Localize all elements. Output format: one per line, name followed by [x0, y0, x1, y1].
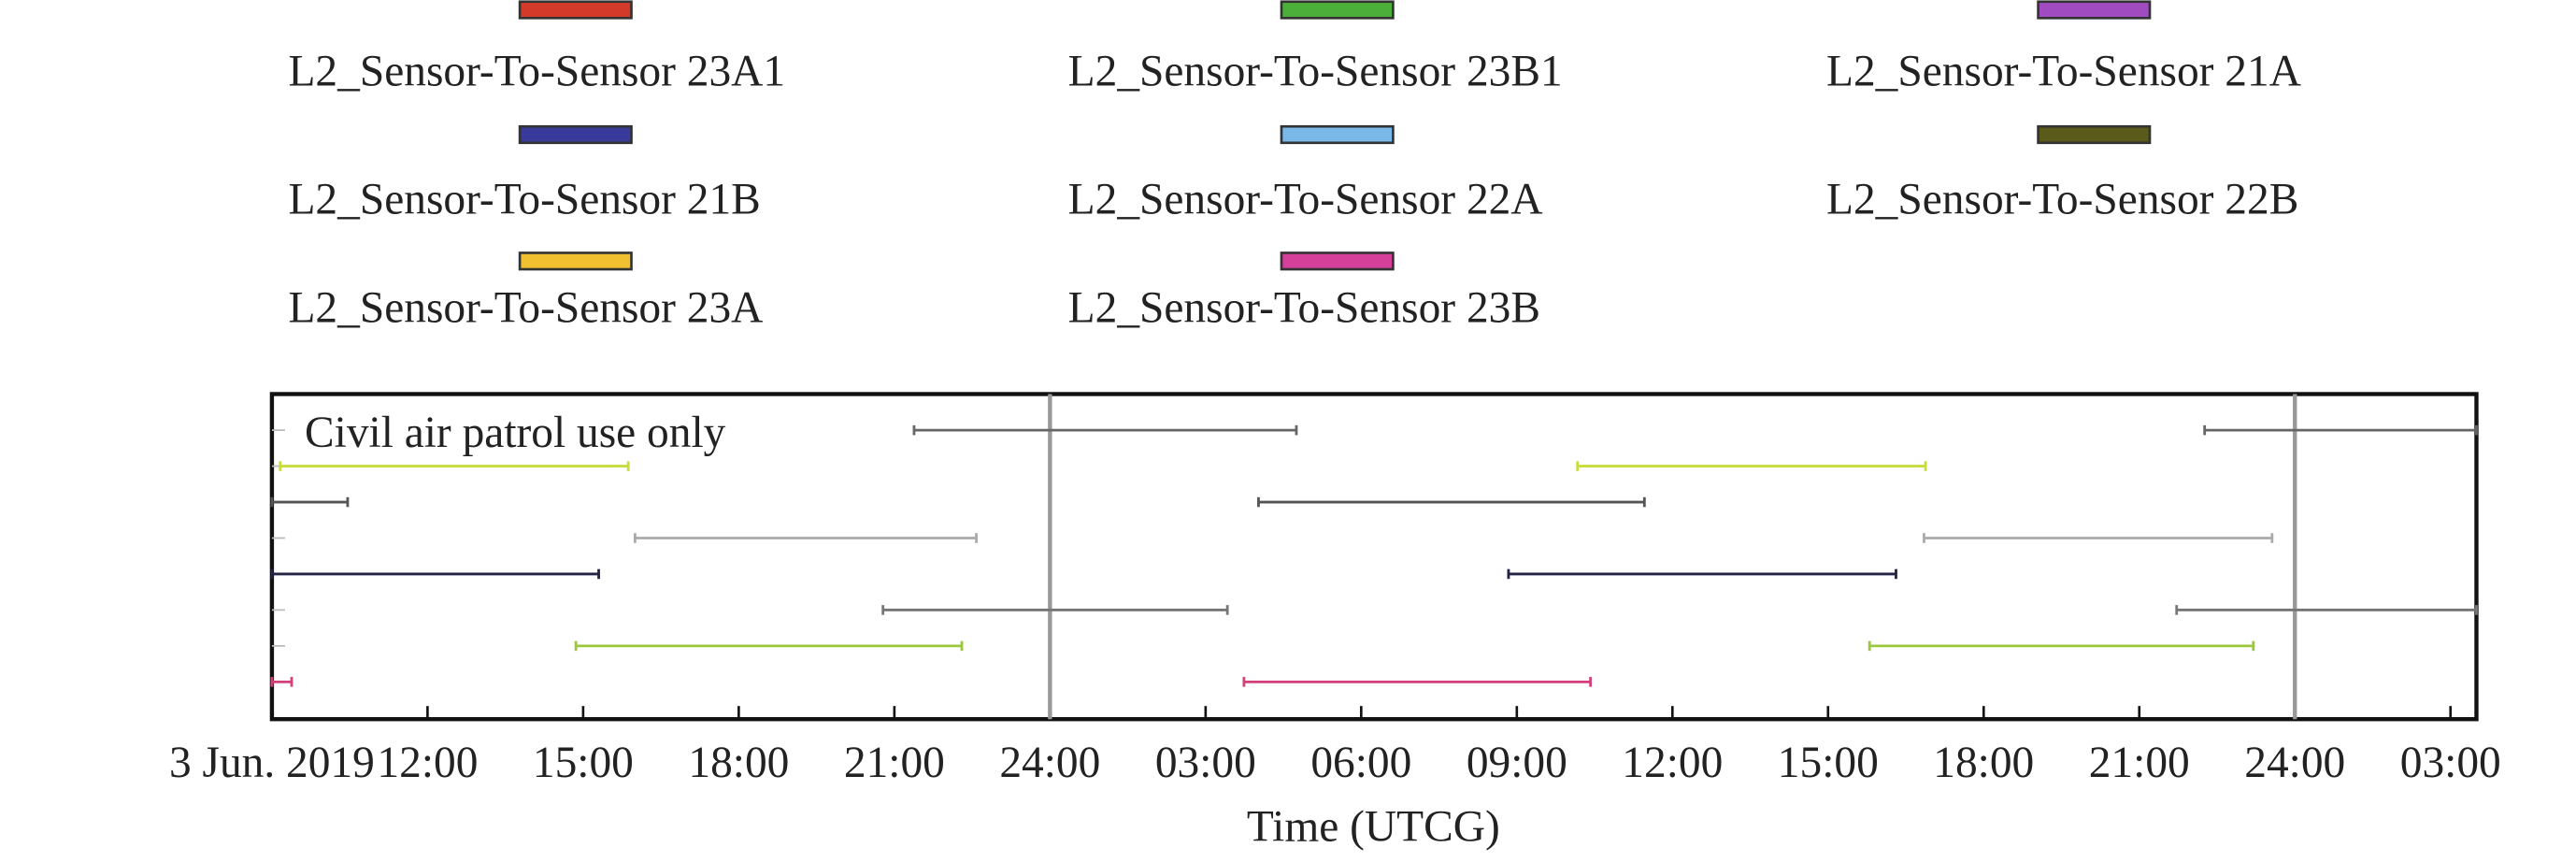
annotation: Civil air patrol use only: [305, 409, 726, 457]
legend-swatch: [2037, 124, 2152, 145]
legend-swatch: [518, 124, 633, 145]
x-tick-label: 15:00: [1778, 739, 1879, 787]
legend-swatch: [1280, 124, 1395, 145]
legend-label: L2_Sensor-To-Sensor 22B: [1826, 176, 2298, 224]
legend-label: L2_Sensor-To-Sensor 23B: [1068, 284, 1540, 333]
x-tick-label: 3 Jun. 2019: [169, 739, 375, 787]
x-tick-label: 12:00: [1622, 739, 1723, 787]
legend-swatch: [1280, 251, 1395, 271]
legend-swatch: [2037, 0, 2152, 20]
legend-swatch: [518, 251, 633, 271]
x-tick-label: 21:00: [844, 739, 945, 787]
x-tick-label: 18:00: [688, 739, 789, 787]
legend-label: L2_Sensor-To-Sensor 22A: [1068, 176, 1543, 224]
legend-label: L2_Sensor-To-Sensor 23B1: [1068, 48, 1563, 96]
x-axis-title: Time (UTCG): [1247, 803, 1500, 852]
x-tick-label: 12:00: [377, 739, 478, 787]
legend-label: L2_Sensor-To-Sensor 23A: [288, 284, 763, 333]
x-tick-label: 24:00: [2244, 739, 2345, 787]
x-tick-label: 21:00: [2089, 739, 2190, 787]
x-tick-label: 15:00: [533, 739, 634, 787]
x-tick-label: 06:00: [1310, 739, 1411, 787]
legend-label: L2_Sensor-To-Sensor 23A1: [288, 48, 785, 96]
x-tick-label: 18:00: [1933, 739, 2034, 787]
x-tick-label: 03:00: [1155, 739, 1256, 787]
x-tick-label: 03:00: [2400, 739, 2501, 787]
legend-swatch: [518, 0, 633, 20]
x-tick-label: 09:00: [1467, 739, 1567, 787]
x-tick-label: 24:00: [999, 739, 1100, 787]
legend-swatch: [1280, 0, 1395, 20]
plot-frame: [269, 392, 2479, 722]
legend-label: L2_Sensor-To-Sensor 21B: [288, 176, 760, 224]
legend-label: L2_Sensor-To-Sensor 21A: [1826, 48, 2301, 96]
